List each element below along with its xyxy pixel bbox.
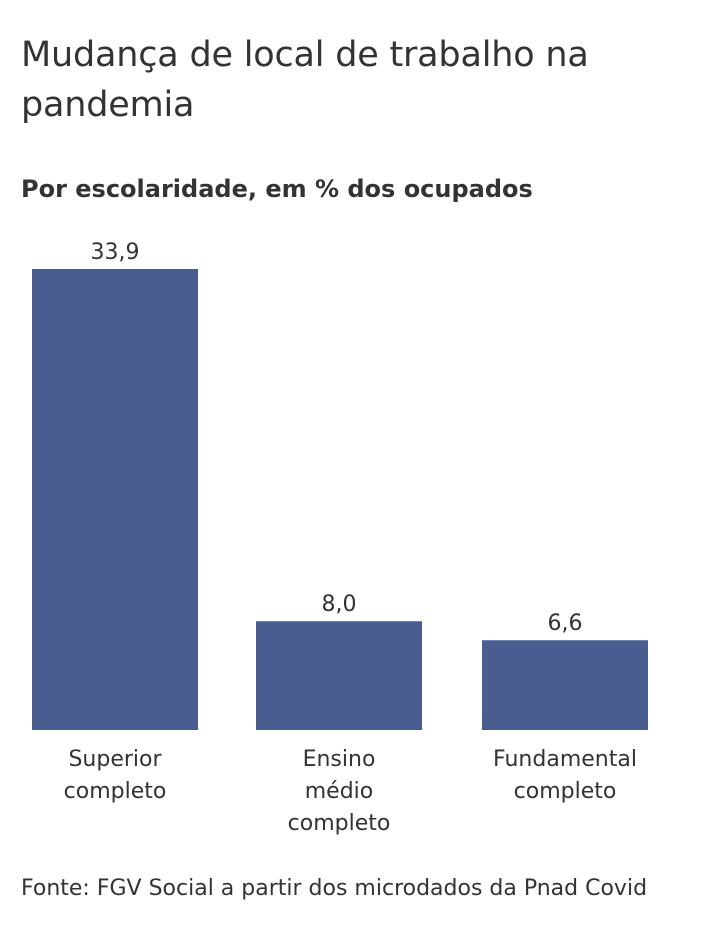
bars-group <box>32 269 648 730</box>
category-label-3: Fundamental completo <box>493 747 637 804</box>
chart-subtitle: Por escolaridade, em % dos ocupados <box>21 175 533 203</box>
category-label-2: Ensino médio completo <box>288 747 391 836</box>
bar-3 <box>482 640 648 730</box>
category-label-line: completo <box>514 779 617 804</box>
bar-value-label-2: 8,0 <box>322 592 357 617</box>
bar-value-label-3: 6,6 <box>548 611 583 636</box>
chart-title: Mudança de local de trabalho na pandemia <box>21 35 589 125</box>
category-label-line: médio <box>305 779 374 804</box>
category-label-line: completo <box>64 779 167 804</box>
value-labels-group: 33,9 8,0 6,6 <box>91 240 583 636</box>
category-label-line: Ensino <box>303 747 376 772</box>
category-label-1: Superior completo <box>64 747 167 804</box>
category-label-line: Superior <box>68 747 162 772</box>
category-label-line: Fundamental <box>493 747 637 772</box>
bar-1 <box>32 269 198 730</box>
category-label-line: completo <box>288 811 391 836</box>
bar-2 <box>256 621 422 730</box>
source-note: Fonte: FGV Social a partir dos microdado… <box>21 876 648 901</box>
bar-value-label-1: 33,9 <box>91 240 140 265</box>
